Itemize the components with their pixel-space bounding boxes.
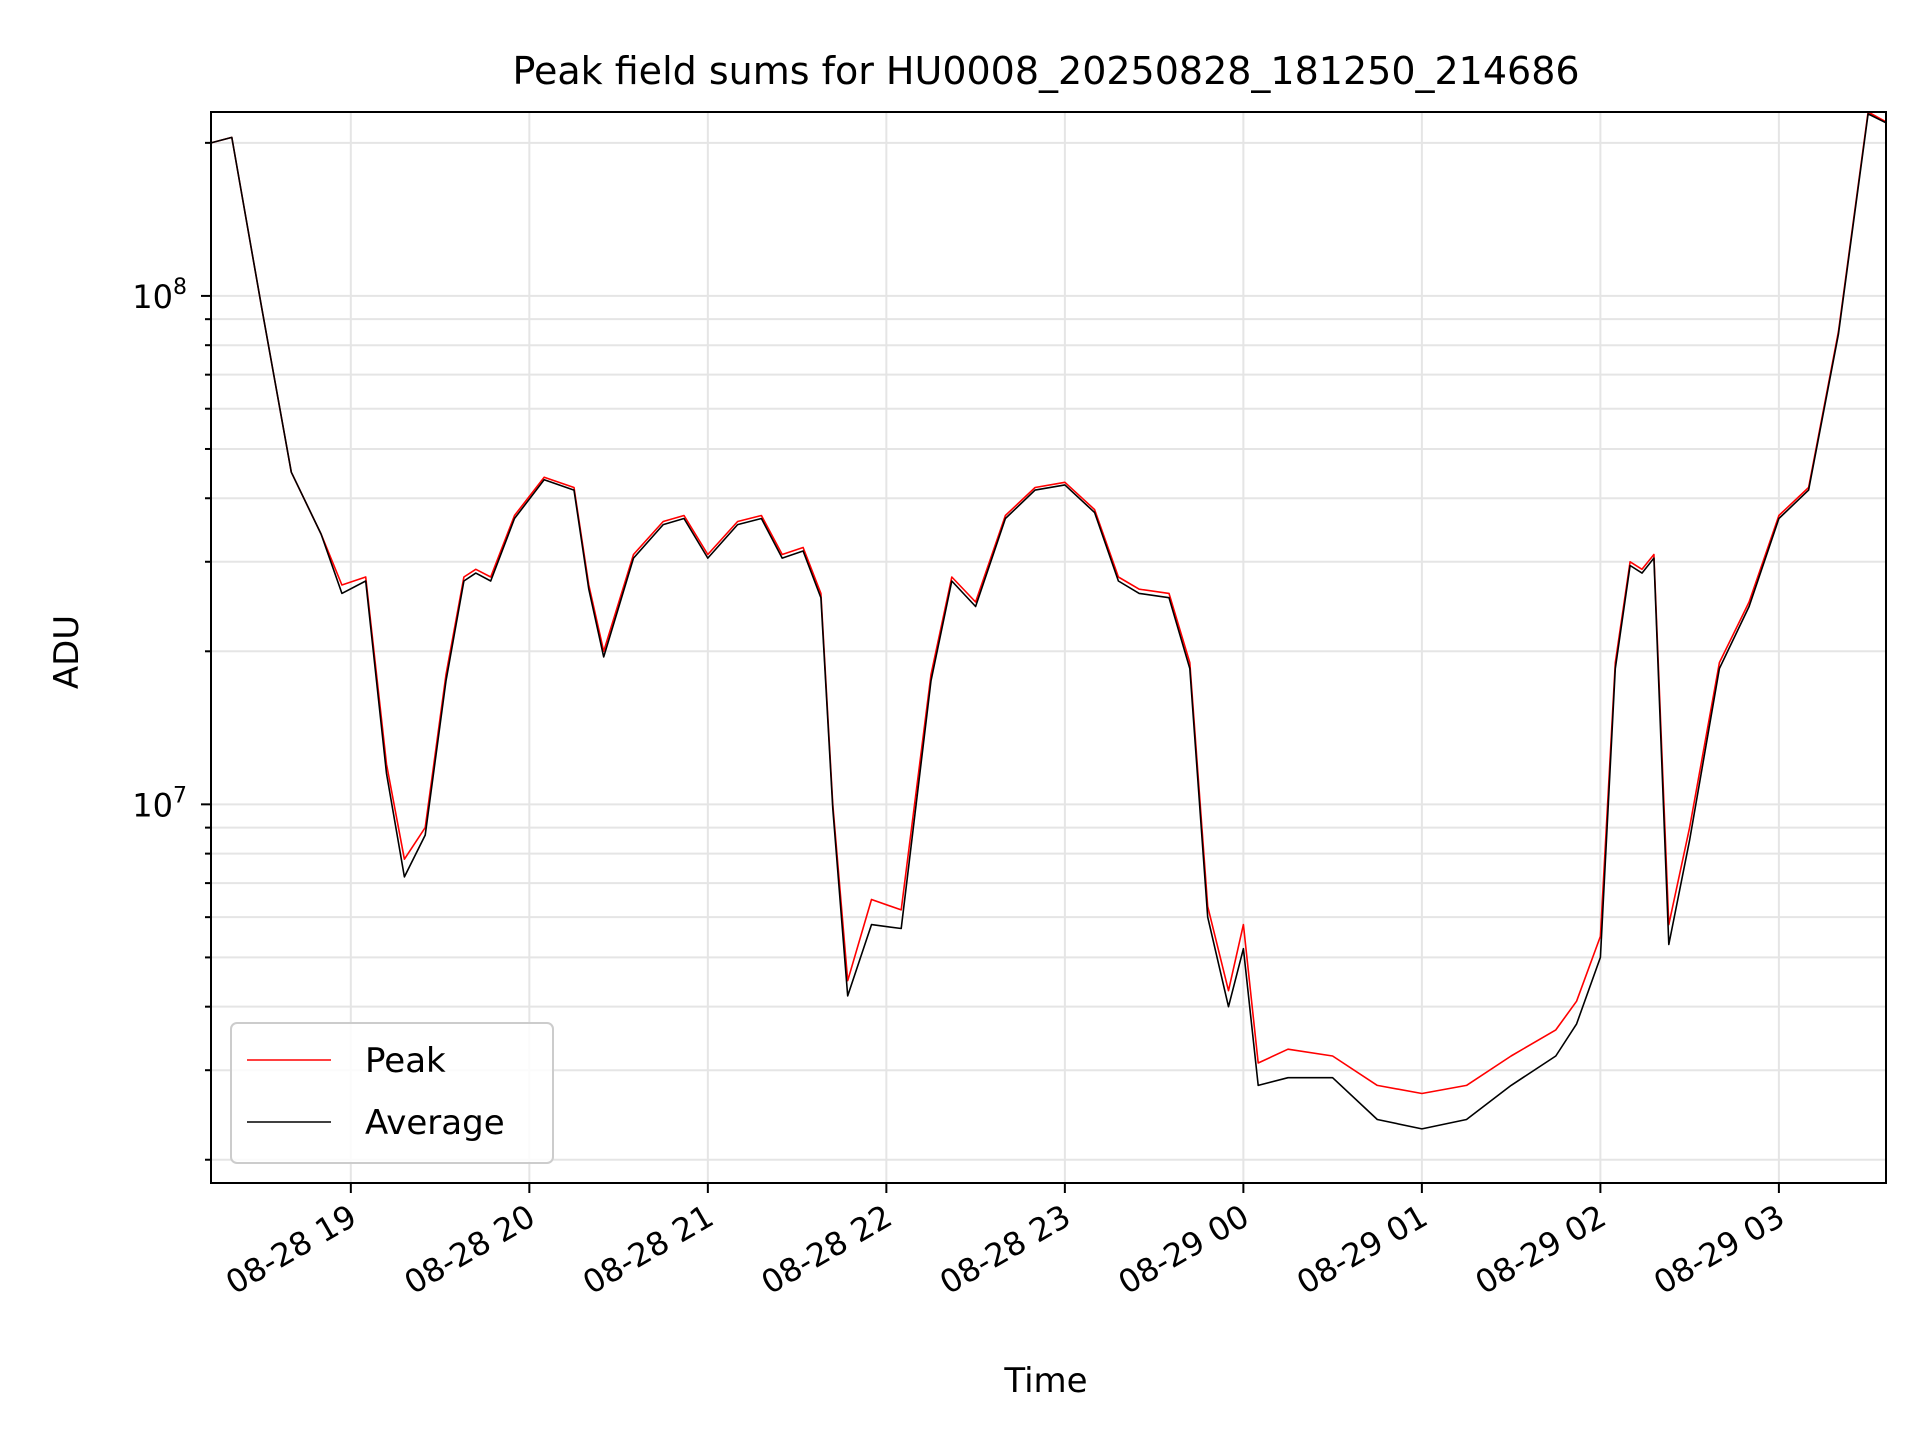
grid [211, 112, 1886, 1183]
y-tick-label-exponent: 7 [173, 783, 187, 808]
series-line-peak [210, 111, 1887, 1095]
chart-title: Peak field sums for HU0008_20250828_1812… [512, 49, 1579, 93]
x-axis-label: Time [1003, 1361, 1087, 1401]
legend-box [230, 1022, 554, 1164]
y-tick-label-base: 10 [132, 278, 173, 316]
series-layer [210, 111, 1887, 1130]
plot-frame [210, 111, 1887, 1184]
x-tick-label: 08-28 22 [755, 1197, 899, 1302]
x-tick-label: 08-28 19 [219, 1197, 363, 1302]
legend-label-average: Average [365, 1103, 505, 1143]
series-line-average [210, 113, 1887, 1130]
y-tick-label: 107 [132, 783, 187, 824]
y-tick-label: 108 [132, 275, 187, 316]
y-tick-label-base: 10 [132, 786, 173, 824]
legend-label-peak: Peak [365, 1041, 446, 1081]
y-tick-label-exponent: 8 [173, 275, 187, 300]
x-tick-label: 08-28 23 [933, 1197, 1077, 1302]
y-axis-label: ADU [47, 615, 87, 689]
x-tick-label: 08-29 01 [1290, 1197, 1434, 1302]
x-tick-label: 08-29 00 [1112, 1197, 1256, 1302]
x-tick-label: 08-29 02 [1469, 1197, 1613, 1302]
x-tick-label: 08-28 20 [398, 1197, 542, 1302]
x-tick-label: 08-29 03 [1647, 1197, 1791, 1302]
x-tick-label: 08-28 21 [576, 1197, 720, 1302]
legend: Peak Average [230, 1022, 554, 1164]
